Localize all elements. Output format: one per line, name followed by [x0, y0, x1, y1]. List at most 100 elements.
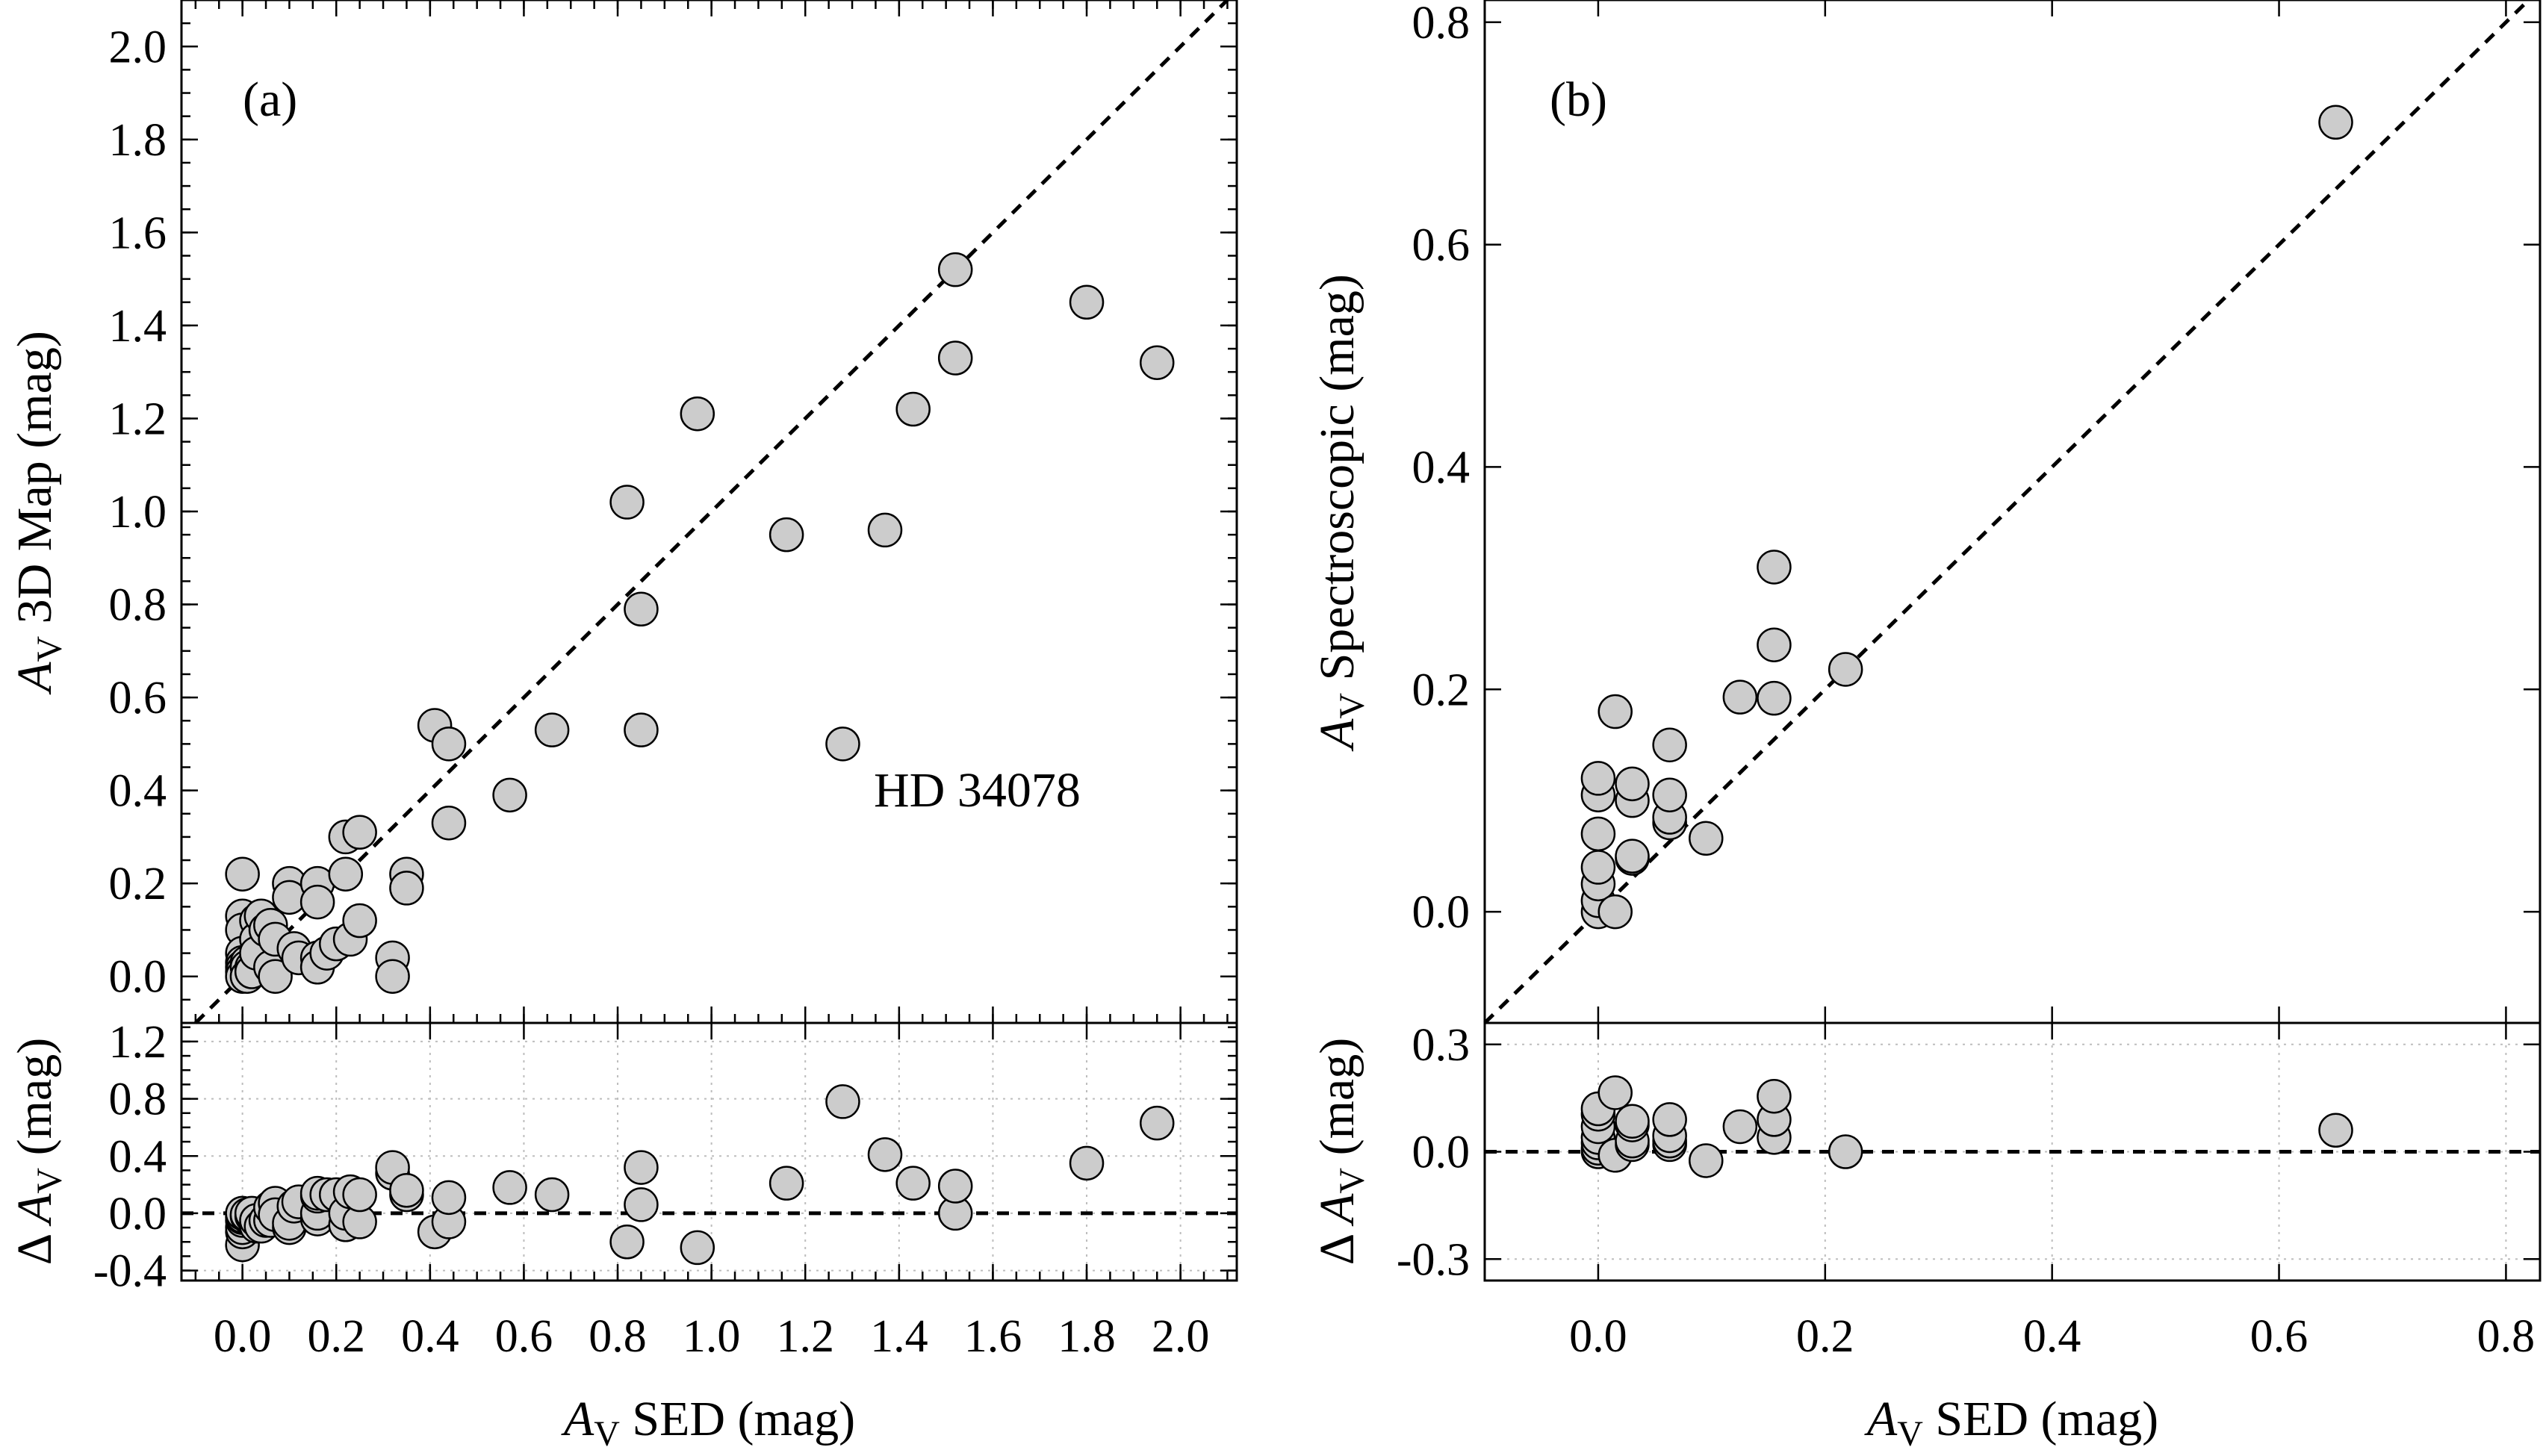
x-title-italic: A	[1864, 1392, 1898, 1446]
residual-data-point	[2318, 1113, 2353, 1148]
residual-data-point	[1722, 1109, 1758, 1145]
data-point	[375, 959, 410, 994]
data-point	[895, 391, 931, 427]
x-title-rest: SED (mag)	[1923, 1392, 2158, 1446]
res-y-title-prefix: Δ	[1310, 1224, 1364, 1265]
res-y-title-rest: (mag)	[1310, 1038, 1364, 1168]
one-to-one-reference-line	[1483, 0, 2530, 1024]
x-tick-label: 1.6	[964, 1311, 1022, 1362]
data-point	[225, 856, 260, 892]
x-tick-label: 0.8	[589, 1311, 647, 1362]
panel-a-residual-plot: -0.4 0.0 0.4 0.8 1.2 0.0 0.2 0.4 0.6 0.8 1.0 1.2 1.4…	[93, 1017, 1237, 1362]
panel-a-residual-y-axis-title: Δ AV (mag)	[7, 1038, 69, 1265]
x-title-rest: SED (mag)	[620, 1392, 855, 1446]
y-tick-label: 0.4	[1412, 442, 1471, 493]
data-point	[769, 517, 804, 553]
panel-b-main-y-axis-title: AV Spectroscopic (mag)	[1310, 274, 1372, 752]
panel-a-x-axis-title: AV SED (mag)	[561, 1392, 855, 1454]
y-tick-label: 0.3	[1412, 1020, 1471, 1071]
y-tick-label: 0.8	[109, 1074, 167, 1125]
y-tick-label: 1.0	[109, 487, 167, 538]
panel-b: 0.00.20.40.60.8 -0.30.00.30.0 0.2 0.4 0.6 0.…	[1310, 0, 2542, 1454]
panel-a-residual-frame	[180, 1021, 1238, 1282]
panel-b-main-plot: 0.0 0.2 0.4 0.6 0.8	[1412, 0, 2540, 1024]
y-tick-label: 0.4	[109, 766, 167, 817]
data-point	[2318, 105, 2353, 140]
residual-data-point	[1689, 1143, 1724, 1178]
residual-data-point	[492, 1170, 527, 1205]
panel-a: 0.0 0.2 0.4 0.6 0.8 1.0 1.2 1.4 1.6 1.8 2.0 -0.4 0.…	[7, 0, 1238, 1454]
y-title-italic: A	[7, 662, 62, 695]
y-tick-label: 0.0	[109, 952, 167, 1003]
y-tick-label: 0.0	[109, 1189, 167, 1239]
x-tick-label: 2.0	[1152, 1311, 1210, 1362]
data-point	[1615, 839, 1650, 874]
data-point	[1139, 345, 1175, 380]
y-tick-label: -0.3	[1397, 1234, 1470, 1285]
x-tick-label: 1.2	[776, 1311, 834, 1362]
panel-a-label: (a)	[243, 72, 297, 127]
y-tick-label: -0.4	[93, 1246, 167, 1297]
data-point	[1615, 766, 1650, 802]
data-point	[1069, 284, 1105, 320]
residual-data-point	[1139, 1105, 1175, 1141]
residual-data-point	[1597, 1075, 1633, 1110]
residual-data-point	[867, 1137, 903, 1172]
data-point	[1652, 727, 1687, 762]
data-point	[1580, 761, 1616, 796]
res-y-title-sub: V	[30, 1168, 69, 1194]
data-point	[1580, 816, 1616, 852]
panel-b-label: (b)	[1550, 72, 1607, 127]
data-point	[431, 805, 467, 841]
y-title-rest: Spectroscopic (mag)	[1310, 274, 1364, 693]
y-tick-label: 0.2	[1412, 665, 1471, 715]
residual-data-point	[534, 1177, 570, 1213]
data-point	[492, 777, 527, 813]
residual-data-point	[342, 1177, 377, 1213]
y-tick-label: 0.6	[109, 673, 167, 724]
x-tick-label: 1.4	[870, 1311, 928, 1362]
data-point	[342, 815, 377, 850]
x-tick-label: 0.6	[2250, 1311, 2308, 1362]
x-tick-label: 0.4	[2023, 1311, 2081, 1362]
data-point	[1722, 679, 1758, 715]
residual-data-point	[624, 1187, 659, 1222]
data-point	[299, 884, 335, 920]
residual-data-point	[1757, 1078, 1792, 1114]
data-point	[1828, 652, 1863, 687]
residual-data-point	[769, 1166, 804, 1201]
x-tick-label: 0.6	[495, 1311, 553, 1362]
y-tick-label: 1.6	[109, 208, 167, 258]
data-point	[328, 856, 364, 892]
data-point	[937, 340, 973, 376]
residual-data-point	[895, 1166, 931, 1201]
data-point	[342, 903, 377, 939]
x-title-italic: A	[561, 1392, 594, 1446]
residual-data-point	[1828, 1134, 1863, 1169]
data-point	[825, 727, 860, 762]
residual-data-point	[1069, 1145, 1105, 1181]
residual-data-point	[624, 1150, 659, 1185]
data-point	[431, 727, 467, 762]
data-point	[609, 485, 645, 520]
y-tick-label: 0.0	[1412, 887, 1471, 938]
y-tick-label: 0.2	[109, 859, 167, 909]
res-y-title-italic: A	[7, 1193, 62, 1227]
y-tick-label: 1.4	[109, 301, 167, 352]
x-tick-label: 0.4	[401, 1311, 459, 1362]
x-tick-label: 0.8	[2477, 1311, 2536, 1362]
x-tick-label: 0.2	[307, 1311, 365, 1362]
data-point	[680, 396, 715, 432]
x-tick-label: 0.2	[1796, 1311, 1854, 1362]
residual-data-point	[431, 1180, 467, 1216]
y-title-sub: V	[1332, 693, 1372, 719]
y-title-sub: V	[30, 636, 69, 662]
x-title-sub: V	[1897, 1414, 1923, 1454]
y-tick-label: 0.8	[109, 580, 167, 631]
y-tick-label: 0.8	[1412, 0, 1471, 49]
residual-data-point	[609, 1225, 645, 1260]
panel-a-main-y-axis-title: AV 3D Map (mag)	[7, 331, 69, 695]
data-point	[1757, 550, 1792, 585]
data-point	[867, 512, 903, 548]
